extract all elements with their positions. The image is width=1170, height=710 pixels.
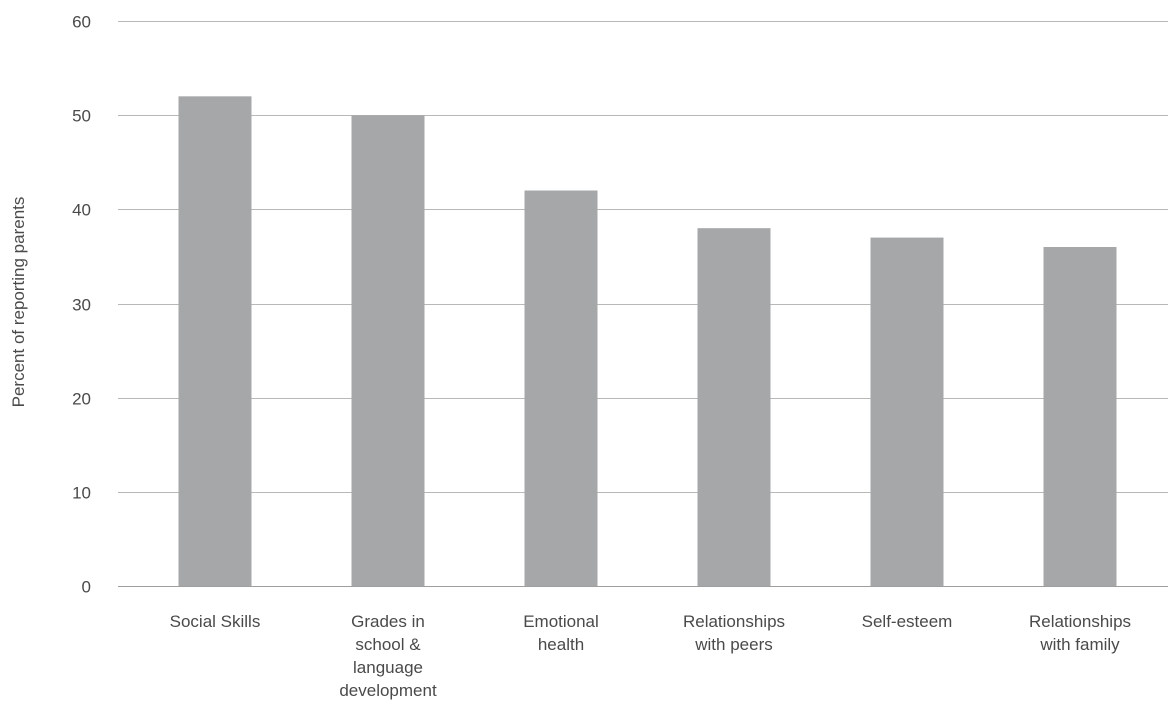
x-category-label-line: Relationships: [683, 612, 785, 631]
y-tick-labels: 0 10 20 30 40 50 60: [72, 13, 91, 597]
x-category-label-line: language: [353, 658, 423, 677]
x-category-label-line: development: [339, 681, 437, 700]
y-tick-label: 0: [82, 578, 91, 597]
y-tick-label: 30: [72, 296, 91, 315]
bar: [351, 115, 425, 587]
bar: [178, 96, 252, 586]
x-category-label: Social Skills: [170, 612, 261, 631]
x-category-label-line: with peers: [694, 635, 772, 654]
x-category-label-line: Grades in: [351, 612, 425, 631]
x-category-label-line: health: [538, 635, 584, 654]
x-category-label-line: with family: [1039, 635, 1120, 654]
y-tick-label: 40: [72, 201, 91, 220]
y-tick-label: 10: [72, 484, 91, 503]
bar: [524, 190, 598, 586]
x-category-labels: Social Skills Grades in school & language de…: [170, 612, 1131, 700]
x-category-label: Grades in school & language development: [339, 612, 437, 700]
bars: [178, 96, 1117, 587]
x-category-label-line: Relationships: [1029, 612, 1131, 631]
y-tick-label: 60: [72, 13, 91, 32]
x-category-label: Self-esteem: [862, 612, 953, 631]
bar: [697, 228, 771, 586]
gridlines: [118, 21, 1168, 587]
bar: [1043, 247, 1117, 586]
y-tick-label: 50: [72, 107, 91, 126]
x-category-label-line: Self-esteem: [862, 612, 953, 631]
x-category-label-line: Emotional: [523, 612, 599, 631]
y-axis-title: Percent of reporting parents: [9, 197, 28, 408]
x-category-label: Relationships with family: [1029, 612, 1131, 654]
x-category-label-line: school &: [355, 635, 421, 654]
y-tick-label: 20: [72, 390, 91, 409]
x-category-label: Relationships with peers: [683, 612, 785, 654]
x-category-label: Emotional health: [523, 612, 599, 654]
bar: [870, 237, 944, 587]
x-category-label-line: Social Skills: [170, 612, 261, 631]
